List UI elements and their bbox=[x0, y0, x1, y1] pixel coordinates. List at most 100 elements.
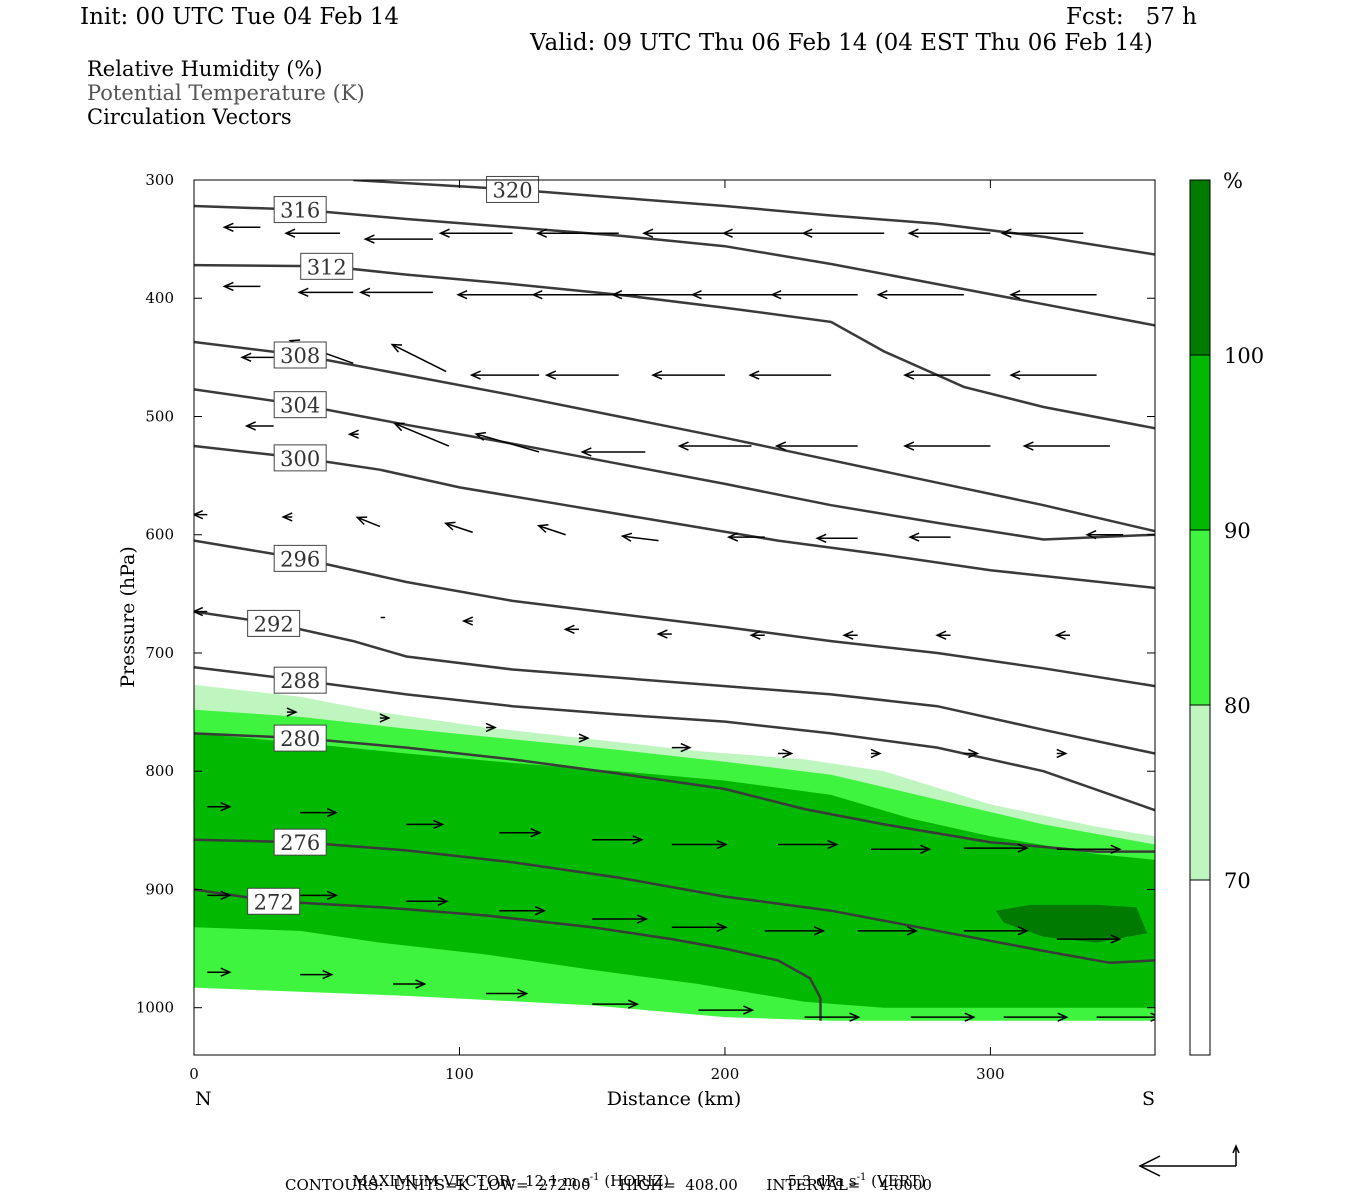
svg-text:296: 296 bbox=[280, 547, 320, 571]
vector-2 bbox=[363, 234, 433, 244]
vector-66 bbox=[1056, 748, 1068, 759]
svg-text:272: 272 bbox=[254, 890, 294, 914]
vector-27 bbox=[903, 370, 991, 380]
x-end-label-right: S bbox=[1142, 1088, 1155, 1110]
colorbar-swatch-1 bbox=[1189, 704, 1211, 881]
vector-10 bbox=[222, 281, 261, 292]
vector-15 bbox=[611, 290, 699, 300]
vector-60 bbox=[485, 722, 497, 733]
vector-86 bbox=[1056, 934, 1122, 944]
legend-rh: Relative Humidity (%) bbox=[87, 57, 323, 81]
theta-contour-304 bbox=[194, 388, 1155, 541]
x-end-label-left: N bbox=[195, 1088, 212, 1110]
vector-7 bbox=[801, 228, 885, 238]
horiz-value: 12.1 m s bbox=[524, 1172, 590, 1190]
contour-label-288: 288 bbox=[273, 666, 327, 694]
vector-88 bbox=[300, 969, 334, 980]
vector-68 bbox=[300, 807, 339, 818]
theta-contour-292 bbox=[194, 610, 1155, 755]
y-tick-label: 500 bbox=[145, 407, 174, 425]
vector-52 bbox=[563, 624, 579, 635]
vector-0 bbox=[222, 222, 261, 232]
vector-40 bbox=[355, 516, 381, 528]
x-tick-label: 0 bbox=[189, 1065, 199, 1083]
vector-8 bbox=[907, 228, 991, 238]
footer-vert-vector: 5.3 dPa s-1 (VERT) bbox=[778, 1158, 926, 1189]
vector-5 bbox=[642, 228, 725, 238]
vector-16 bbox=[690, 290, 779, 300]
vector-74 bbox=[870, 844, 932, 854]
footer-max-vector: MAXIMUM VECTOR: 12.1 m s-1 (HORIZ) bbox=[343, 1158, 670, 1190]
theta-contour-296 bbox=[194, 539, 1155, 688]
plot-frame bbox=[193, 179, 1156, 1056]
vector-82 bbox=[671, 922, 728, 932]
contour-label-320: 320 bbox=[486, 175, 540, 203]
vector-56 bbox=[935, 630, 951, 640]
svg-text:300: 300 bbox=[280, 447, 320, 471]
colorbar: 70 80 90 100 bbox=[1189, 179, 1264, 1056]
contour-label-272: 272 bbox=[247, 887, 301, 915]
vector-39 bbox=[281, 512, 293, 522]
vector-87 bbox=[207, 967, 232, 977]
y-tick-label: 300 bbox=[145, 171, 174, 189]
svg-text:280: 280 bbox=[280, 727, 320, 751]
contour-label-308: 308 bbox=[273, 341, 327, 369]
valid-time: Valid: 09 UTC Thu 06 Feb 14 (04 EST Thu … bbox=[530, 30, 1153, 56]
y-tick-label: 900 bbox=[145, 880, 174, 898]
vector-72 bbox=[671, 839, 728, 850]
vector-62 bbox=[671, 742, 692, 753]
vector-12 bbox=[359, 287, 433, 298]
vector-48 bbox=[194, 606, 208, 617]
vector-11 bbox=[297, 287, 354, 298]
legend-theta: Potential Temperature (K) bbox=[87, 81, 365, 105]
vector-35 bbox=[774, 441, 858, 451]
vector-51 bbox=[461, 616, 474, 626]
x-tick-label: 100 bbox=[445, 1065, 474, 1083]
forecast-hour: Fcst: 57 h bbox=[1066, 4, 1197, 30]
svg-text:276: 276 bbox=[280, 831, 320, 855]
vector-34 bbox=[677, 441, 752, 451]
vector-65 bbox=[963, 748, 980, 759]
vector-38 bbox=[194, 509, 208, 520]
theta-contour-320 bbox=[353, 180, 1155, 256]
svg-text:292: 292 bbox=[254, 612, 294, 636]
vector-80 bbox=[499, 906, 547, 916]
svg-text:320: 320 bbox=[493, 178, 533, 202]
theta-contour-316 bbox=[194, 204, 1155, 327]
vector-89 bbox=[393, 979, 427, 989]
colorbar-level-80: 80 bbox=[1224, 694, 1251, 718]
vector-57 bbox=[1054, 630, 1071, 640]
x-tick-label: 200 bbox=[711, 1065, 740, 1083]
colorbar-swatch-2 bbox=[1189, 529, 1211, 706]
contour-labels: 272 276 280 288 292 296 300 304 308 312 316 320 bbox=[247, 175, 540, 915]
vector-24 bbox=[544, 370, 619, 380]
vector-47 bbox=[1085, 530, 1124, 540]
theta-contour-300 bbox=[194, 444, 1155, 590]
vector-85 bbox=[963, 926, 1029, 936]
vector-70 bbox=[499, 828, 542, 838]
vector-31 bbox=[393, 422, 450, 447]
contour-label-296: 296 bbox=[273, 544, 327, 572]
vector-73 bbox=[778, 839, 839, 850]
vector-33 bbox=[580, 447, 646, 457]
colorbar-unit: % bbox=[1223, 169, 1243, 193]
vector-26 bbox=[748, 370, 832, 380]
vector-69 bbox=[406, 819, 445, 830]
y-axis-title: Pressure (hPa) bbox=[117, 546, 139, 688]
vector-63 bbox=[778, 748, 794, 759]
vector-78 bbox=[300, 890, 339, 901]
vector-54 bbox=[749, 630, 765, 640]
svg-text:308: 308 bbox=[280, 344, 320, 368]
vector-45 bbox=[815, 533, 858, 543]
svg-text:304: 304 bbox=[280, 394, 320, 418]
svg-text:288: 288 bbox=[280, 669, 320, 693]
vector-22 bbox=[390, 343, 447, 373]
vector-36 bbox=[903, 441, 991, 451]
vector-30 bbox=[347, 429, 359, 439]
theta-contour-308 bbox=[194, 340, 1155, 533]
vector-46 bbox=[908, 532, 951, 542]
vector-42 bbox=[536, 524, 566, 536]
vector-55 bbox=[842, 630, 858, 640]
vector-25 bbox=[651, 370, 725, 380]
vector-6 bbox=[721, 228, 805, 238]
